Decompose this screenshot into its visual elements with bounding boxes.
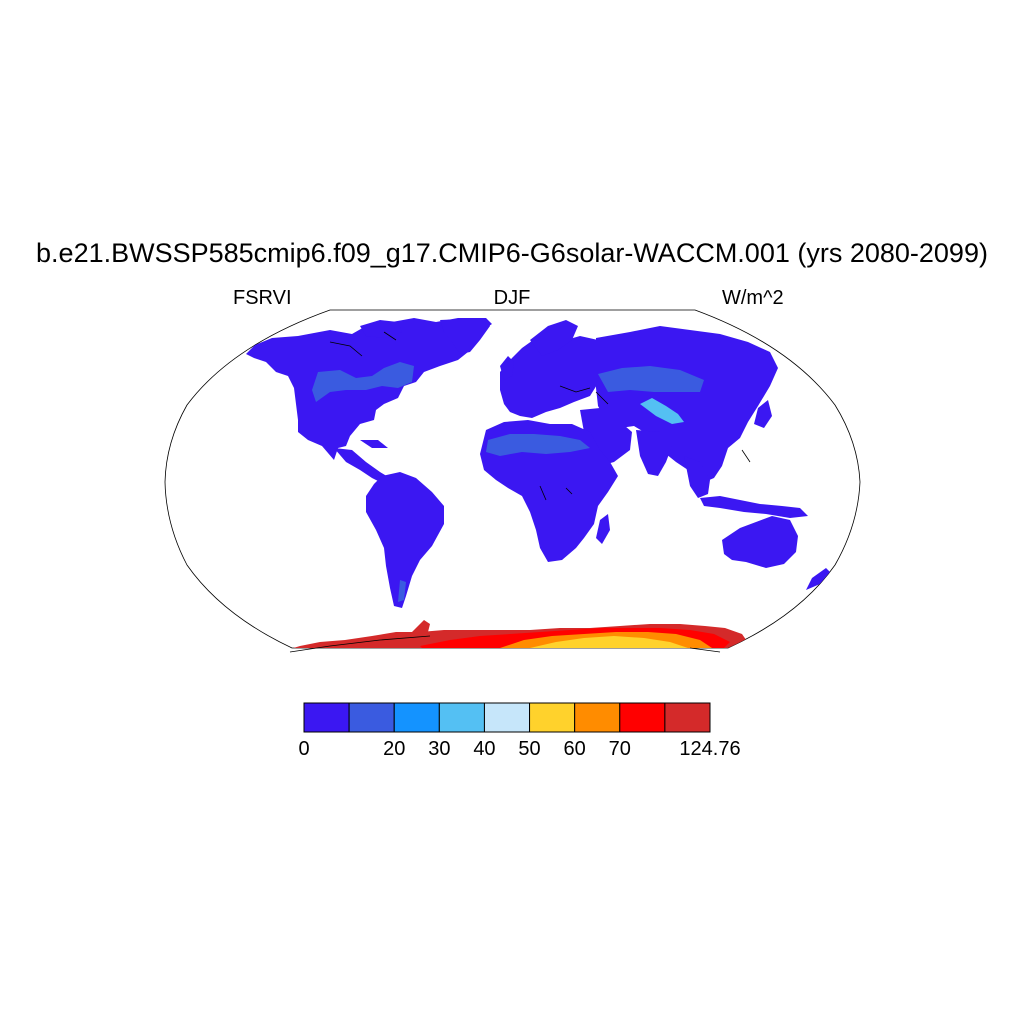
colorbar-tick-label: 124.76 xyxy=(679,738,741,760)
asia xyxy=(596,326,778,484)
colorbar-tick-label: 30 xyxy=(428,738,451,760)
central-america xyxy=(334,448,390,484)
colorbar-tick-label: 50 xyxy=(518,738,541,760)
units-label: W/m^2 xyxy=(722,287,784,309)
north-america-mid-patch xyxy=(312,362,414,402)
south-america xyxy=(366,472,444,608)
australia xyxy=(722,516,798,568)
colorbar xyxy=(303,702,711,733)
colorbar-bin-1 xyxy=(348,702,395,733)
africa xyxy=(480,420,618,562)
tibet-light-patch xyxy=(640,398,684,424)
land-fill-layer xyxy=(246,318,832,648)
colorbar-bin-7 xyxy=(619,702,666,733)
southeast-asia xyxy=(684,456,710,498)
colorbar-tick-label: 70 xyxy=(608,738,631,760)
contour-lines xyxy=(289,331,751,653)
scandinavia xyxy=(530,320,578,356)
colorbar-bin-8 xyxy=(664,702,711,733)
greenland xyxy=(440,318,490,354)
colorbar-bin-5 xyxy=(529,702,576,733)
colorbar-tick-label: 20 xyxy=(383,738,406,760)
variable-label: FSRVI xyxy=(233,287,292,309)
south-america-mid-patch xyxy=(398,580,406,602)
arctic-islands xyxy=(360,320,402,338)
season-label: DJF xyxy=(493,287,531,309)
plot-title: b.e21.BWSSP585cmip6.f09_g17.CMIP6-G6sola… xyxy=(36,238,988,268)
europe xyxy=(500,334,604,418)
asia-mid-patch xyxy=(598,366,704,392)
colorbar-bin-4 xyxy=(483,702,531,733)
indonesia xyxy=(700,496,808,518)
africa-mid-patch xyxy=(486,434,590,456)
colorbar-tick-label: 40 xyxy=(473,738,496,760)
colorbar-bin-2 xyxy=(393,702,440,733)
caribbean-islands xyxy=(360,440,388,448)
colorbar-bin-0 xyxy=(303,702,350,733)
colorbar-tick-label: 0 xyxy=(298,738,310,760)
japan xyxy=(754,400,772,428)
colorbar-tick-label: 60 xyxy=(563,738,586,760)
madagascar xyxy=(596,514,610,544)
new-zealand xyxy=(806,568,832,590)
british-isles xyxy=(500,356,514,380)
colorbar-bin-3 xyxy=(438,702,485,733)
colorbar-bin-6 xyxy=(574,702,621,733)
antarctica-yellow-zone xyxy=(530,636,688,648)
antarctica-peninsula xyxy=(410,620,430,638)
india xyxy=(636,430,672,476)
